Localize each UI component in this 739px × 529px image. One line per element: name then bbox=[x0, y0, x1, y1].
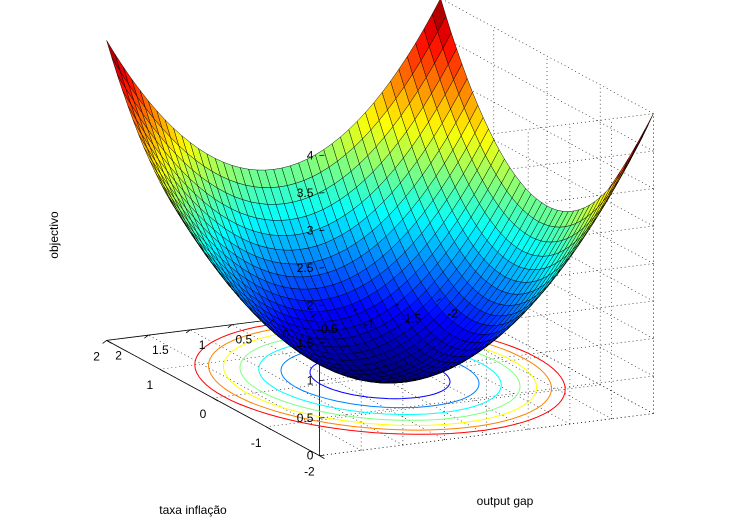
x-tick-mark bbox=[269, 319, 274, 323]
z-tick-mark bbox=[319, 192, 325, 194]
y-tick-mark bbox=[212, 397, 219, 402]
z-tick-mark bbox=[319, 417, 325, 419]
z-tick-mark bbox=[319, 454, 325, 456]
z-tick-mark bbox=[319, 379, 325, 381]
wall-grid-line bbox=[319, 413, 654, 456]
z-tick-mark bbox=[319, 154, 325, 156]
contour-line bbox=[207, 323, 553, 431]
wall-grid-line bbox=[440, 35, 654, 152]
y-tick-mark bbox=[106, 340, 112, 344]
z-tick-mark bbox=[319, 229, 325, 231]
x-tick-label: -0.5 bbox=[317, 322, 338, 336]
x-tick-mark bbox=[144, 334, 149, 339]
wall-grid-line bbox=[440, 73, 654, 189]
floor-grid-line bbox=[148, 334, 362, 451]
x-tick-label: -1 bbox=[364, 317, 375, 331]
z-tick-label: 4 bbox=[307, 149, 314, 163]
z-tick-label: 3.5 bbox=[297, 186, 314, 200]
x-tick-mark bbox=[227, 324, 233, 328]
wall-grid-line bbox=[440, 260, 654, 377]
y-tick-mark bbox=[265, 426, 272, 431]
z-tick-label: 0.5 bbox=[297, 411, 314, 425]
contour-line bbox=[258, 339, 502, 415]
x-axis-label: output gap bbox=[477, 494, 534, 508]
z-tick-label: 1 bbox=[307, 374, 314, 388]
surface-patch bbox=[602, 179, 617, 203]
y-tick-label: -2 bbox=[304, 465, 315, 479]
y-tick-mark bbox=[319, 455, 325, 459]
x-tick-mark bbox=[394, 303, 400, 307]
wall-grid-line bbox=[319, 375, 654, 419]
surface-mesh bbox=[106, 0, 654, 384]
x-tick-mark bbox=[311, 313, 316, 318]
x-tick-mark bbox=[352, 308, 358, 313]
z-tick-label: 2.5 bbox=[297, 261, 314, 275]
z-tick-mark bbox=[319, 342, 325, 344]
y-tick-label: 2 bbox=[93, 349, 100, 363]
x-tick-mark bbox=[185, 329, 191, 334]
z-axis-label: objectivo bbox=[47, 211, 61, 259]
z-tick-label: 1.5 bbox=[297, 336, 314, 350]
x-tick-label: 2 bbox=[115, 348, 122, 362]
wall-grid-line bbox=[442, 0, 654, 114]
x-tick-mark bbox=[102, 340, 107, 344]
x-tick-label: 0.5 bbox=[236, 333, 253, 347]
z-tick-mark bbox=[319, 267, 325, 269]
z-tick-label: 3 bbox=[307, 224, 314, 238]
x-tick-label: 1 bbox=[199, 338, 206, 352]
x-tick-label: 1.5 bbox=[152, 343, 169, 357]
wall-grid-line bbox=[440, 298, 654, 414]
contour-line bbox=[222, 328, 538, 426]
z-tick-label: 0 bbox=[307, 449, 314, 463]
contour-line bbox=[194, 319, 566, 435]
y-tick-label: -1 bbox=[251, 436, 262, 450]
wall-grid-line bbox=[440, 110, 654, 227]
tick-labels: 0 0.5 1 1.5 2 2.5 3 3.5 4 -2 -1 0 1 2 -2 -1.5 -1 -0.5 0 0.5… bbox=[93, 149, 458, 479]
y-axis-label: taxa inflação bbox=[159, 503, 227, 517]
contour-line bbox=[280, 345, 480, 409]
x-tick-label: -2 bbox=[447, 306, 458, 320]
z-tick-label: 2 bbox=[307, 299, 314, 313]
floor-grid-line bbox=[398, 303, 612, 420]
x-tick-mark bbox=[436, 298, 441, 302]
y-tick-mark bbox=[159, 368, 166, 373]
surface-patch bbox=[106, 40, 121, 72]
contour-line bbox=[239, 333, 521, 421]
y-tick-label: 1 bbox=[146, 378, 153, 392]
x-tick-label: 0 bbox=[282, 327, 289, 341]
z-tick-mark bbox=[319, 304, 325, 306]
y-tick-label: 0 bbox=[200, 407, 207, 421]
x-tick-label: -1.5 bbox=[401, 312, 422, 326]
